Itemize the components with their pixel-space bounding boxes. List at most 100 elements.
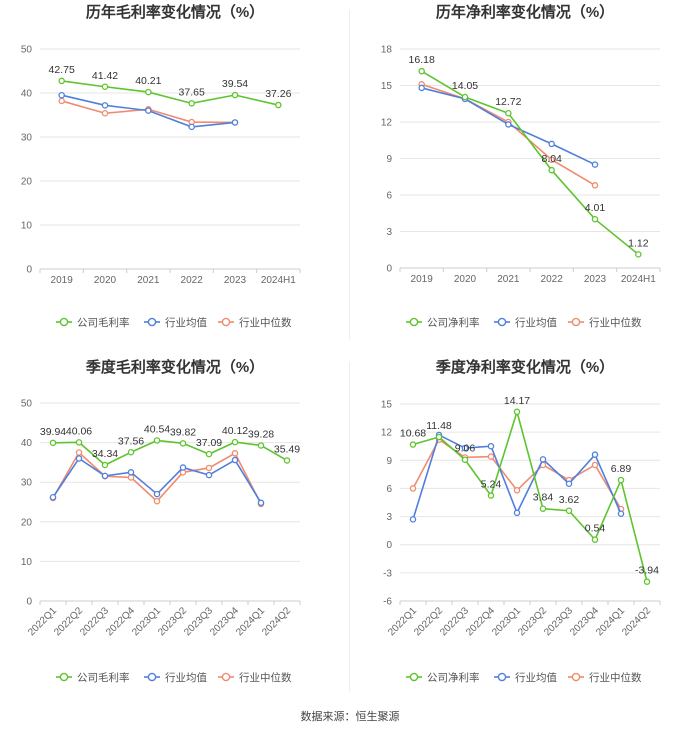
data-point-median <box>548 156 555 163</box>
data-label: 35.49 <box>274 443 300 455</box>
data-point-avg <box>565 480 573 487</box>
data-point-company <box>539 505 547 512</box>
data-point-avg <box>418 84 425 92</box>
chart-annual-gross-margin: 历年毛利率变化情况（%） 0 10 20 30 40 50 2019 2020 2021 2022 2… <box>0 0 350 352</box>
legend-item-company[interactable]: 公司毛利率 <box>56 316 130 329</box>
data-point-company <box>101 83 109 91</box>
data-point-company <box>179 440 187 447</box>
data-label: 39.82 <box>170 426 196 438</box>
legend-item-avg[interactable]: 行业均值 <box>494 316 557 329</box>
legend-label: 行业均值 <box>515 316 557 329</box>
data-label: 11.48 <box>426 420 452 432</box>
legend-item-median[interactable]: 行业中位数 <box>568 671 642 684</box>
legend-label: 行业中位数 <box>589 671 642 684</box>
y-tick-label: 30 <box>21 478 33 489</box>
data-label: 40.54 <box>144 423 170 435</box>
divider-bottom <box>349 362 350 692</box>
data-point-company <box>275 101 282 109</box>
y-tick-label: 10 <box>21 557 33 568</box>
chart-title-annual-gross: 历年毛利率变化情况（%） <box>86 3 264 21</box>
data-point-company <box>461 93 469 101</box>
legend-item-company[interactable]: 公司净利率 <box>406 316 480 329</box>
data-point-avg <box>231 456 239 464</box>
x-tick-label: 2020 <box>94 275 117 286</box>
y-tick-label: 0 <box>26 265 32 276</box>
chart-svg-annual-gross-margin: 历年毛利率变化情况（%） 0 10 20 30 40 50 2019 2020 2021 2022 2… <box>21 3 301 329</box>
data-source-note: 数据来源：恒生聚源 <box>300 711 400 723</box>
y-tick-label: 12 <box>381 118 393 129</box>
chart-svg-quarterly-net-margin: 季度净利率变化情况（%）-6-3036912152022Q12022Q22022… <box>381 358 661 684</box>
data-point-avg <box>231 119 239 126</box>
data-point-company <box>58 77 65 85</box>
legend-marker <box>59 672 69 682</box>
data-point-avg <box>257 499 265 507</box>
y-tick-label: 6 <box>386 484 392 495</box>
y-tick-label: 0 <box>26 597 32 608</box>
y-tick-label: 20 <box>21 177 33 188</box>
data-point-median <box>75 449 83 456</box>
legend-item-company[interactable]: 公司净利率 <box>406 671 480 684</box>
y-tick-label: 15 <box>381 400 393 411</box>
data-point-company <box>487 492 495 499</box>
data-label: 39.28 <box>248 428 274 440</box>
data-label: 14.05 <box>452 80 478 92</box>
legend-marker <box>147 672 157 682</box>
data-point-avg <box>49 493 57 501</box>
data-point-company <box>188 100 195 107</box>
chart-title-quarterly-net: 季度净利率变化情况（%） <box>436 358 614 376</box>
y-tick-label: 3 <box>386 512 392 523</box>
legend-item-avg[interactable]: 行业均值 <box>144 316 207 329</box>
data-point-avg <box>58 91 65 99</box>
chart-svg-annual-net-margin: 历年净利率变化情况（%） 0 3 6 9 12 15 18 2019 2020 2021 2022 20… <box>381 3 661 329</box>
series-line-avg <box>412 433 622 520</box>
legend-marker <box>221 317 231 327</box>
data-label: 34.34 <box>92 448 118 460</box>
series-line-company <box>61 80 279 106</box>
legend-item-median[interactable]: 行业中位数 <box>568 316 642 329</box>
data-point-median <box>591 182 599 189</box>
data-point-company <box>418 67 425 75</box>
data-point-avg <box>539 456 547 463</box>
x-tick-label: 2019 <box>411 274 434 285</box>
y-tick-label: 40 <box>21 438 33 449</box>
legend-item-avg[interactable]: 行业均值 <box>494 671 557 684</box>
y-tick-label: 6 <box>386 191 392 202</box>
data-point-company <box>145 88 152 96</box>
data-label: 37.65 <box>179 86 205 98</box>
data-label: 5.24 <box>481 479 502 491</box>
legend-marker <box>409 317 419 327</box>
data-label: 37.09 <box>196 437 222 449</box>
data-point-company <box>513 408 521 416</box>
data-label: 40.12 <box>222 425 248 437</box>
data-point-median <box>101 109 109 117</box>
chart-title-annual-net: 历年净利率变化情况（%） <box>436 3 614 21</box>
data-point-company <box>635 251 642 258</box>
y-tick-label: 15 <box>381 81 393 92</box>
legend-item-company[interactable]: 公司毛利率 <box>56 671 130 684</box>
legend-marker <box>497 317 507 327</box>
y-tick-label: -6 <box>383 597 392 608</box>
data-label: 40.06 <box>66 425 92 437</box>
data-label: 6.89 <box>611 463 632 475</box>
data-label: 9.06 <box>455 443 476 455</box>
data-point-avg <box>487 442 495 450</box>
legend-item-median[interactable]: 行业中位数 <box>218 671 292 684</box>
x-tick-label: 2023 <box>224 275 247 286</box>
legend-label: 公司毛利率 <box>77 671 130 684</box>
data-label: 10.68 <box>400 428 426 440</box>
data-point-company <box>231 438 239 446</box>
series-line-company <box>421 70 639 255</box>
data-label: 8.04 <box>541 153 562 165</box>
data-point-avg <box>179 464 187 471</box>
chart-quarterly-gross-margin: 季度毛利率变化情况（%） 0 10 20 30 40 50 2022Q1 2022Q2 2022Q… <box>0 352 350 700</box>
x-tick-label: 2024H1 <box>621 274 656 285</box>
y-tick-label: 3 <box>386 227 392 238</box>
data-label: 39.94 <box>40 426 66 438</box>
data-point-avg <box>75 455 83 462</box>
data-point-avg <box>205 471 213 479</box>
legend-label: 行业中位数 <box>239 671 292 684</box>
legend-item-avg[interactable]: 行业均值 <box>144 671 207 684</box>
legend-item-median[interactable]: 行业中位数 <box>218 316 292 329</box>
legend-label: 公司毛利率 <box>77 316 130 329</box>
data-point-avg <box>153 490 161 498</box>
